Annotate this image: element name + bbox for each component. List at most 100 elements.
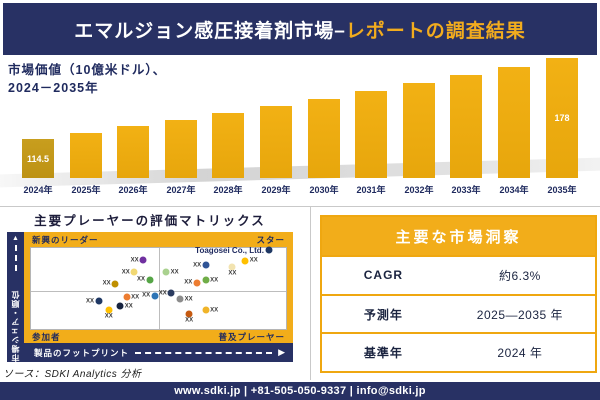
bar	[260, 106, 292, 178]
matrix-point: XX	[131, 256, 147, 264]
matrix-main: 新興のリーダー スター XX XX XX XX XX XX XX XX XX XX Toagosei…	[24, 232, 293, 362]
bar-year-label: 2031年	[356, 185, 386, 195]
bar-value-label: 178	[554, 113, 570, 123]
point-label: XX	[184, 279, 193, 286]
bar	[212, 113, 244, 178]
matrix-top-band: 新興のリーダー スター	[24, 232, 293, 247]
quadrant-label-pervasive-players: 普及プレーヤー	[218, 331, 285, 342]
point-label: XX	[170, 269, 179, 276]
bar	[117, 126, 149, 178]
matrix-x-axis: 製品のフットプリント ▶	[24, 343, 293, 362]
bar-year-label: 2033年	[451, 185, 481, 195]
insight-label: 基準年	[363, 346, 403, 361]
point-label: XX	[142, 292, 151, 299]
bar-year-label: 2025年	[71, 185, 101, 195]
matrix-bottom-band: 参加者 普及プレーヤー	[24, 330, 293, 343]
point-label: XX	[210, 307, 219, 314]
bar-year-label: 2032年	[404, 185, 434, 195]
point-label: XX	[185, 317, 194, 324]
quadrant-label-participants: 参加者	[32, 331, 61, 342]
y-axis-dashed-line	[14, 245, 17, 271]
matrix-point: XX	[176, 295, 193, 303]
point-label: XX	[137, 276, 146, 283]
bar	[165, 120, 197, 178]
matrix-point: XX	[202, 276, 218, 284]
insight-row: 予測年 2025—2035 年	[322, 293, 595, 333]
up-arrow-icon: ▲	[12, 235, 19, 242]
point-label: XX	[124, 303, 133, 310]
page-title-accent: レポートの調査結果	[345, 20, 526, 42]
matrix-point: XX	[241, 257, 258, 265]
bar-year-label: 2026年	[118, 185, 148, 195]
point-label: XX	[249, 257, 258, 264]
point-label: XX	[193, 262, 202, 268]
chart-title-line1: 市場価値（10億米ドル）、	[8, 63, 167, 77]
matrix-point: XX	[123, 293, 139, 301]
insight-value: 約6.3%	[498, 268, 541, 283]
bar	[450, 75, 482, 178]
bar: 114.5	[22, 139, 54, 178]
bar	[403, 83, 435, 178]
bar	[498, 67, 530, 178]
footer-text: www.sdki.jp | +81-505-050-9337 | info@sd…	[174, 385, 426, 397]
chart-title-line2: 2024－2035年	[8, 80, 99, 95]
chart-title: 市場価値（10億米ドル）、 2024－2035年	[8, 62, 166, 97]
bar-year-label: 2027年	[166, 185, 196, 195]
bar-year-label: 2028年	[213, 185, 243, 195]
point-label: XX	[86, 298, 95, 305]
matrix-y-axis: ▲ 市場シェア・順位	[7, 232, 24, 362]
highlight-company-label: Toagosei Co., Ltd.	[195, 245, 264, 255]
bar-year-label: 2024年	[23, 185, 53, 195]
insight-value: 2024 年	[497, 346, 543, 361]
matrix-point: XX	[103, 280, 119, 288]
bar	[70, 133, 102, 178]
matrix-point: XX	[122, 268, 138, 276]
quadrant-label-star: スター	[256, 234, 285, 245]
matrix-point: XX	[142, 292, 159, 300]
bar: 178	[546, 58, 578, 178]
bar	[355, 91, 387, 178]
matrix-x-axis-label: 製品のフットプリント	[34, 347, 130, 358]
quadrant-horizontal-line	[31, 290, 286, 292]
page-title: エマルジョン感圧接着剤市場–	[74, 20, 346, 42]
insight-row: CAGR 約6.3%	[322, 255, 595, 294]
matrix-point: XX	[202, 306, 218, 314]
matrix-y-axis-label: 市場シェア・順位	[11, 290, 20, 362]
player-evaluation-matrix: ▲ 市場シェア・順位 新興のリーダー スター XX XX XX XX XX XX XX XX X…	[7, 232, 293, 362]
matrix-point: XX	[184, 279, 201, 287]
insight-row: 基準年 2024 年	[322, 332, 595, 372]
matrix-point: Toagosei Co., Ltd.	[195, 246, 273, 255]
bar-year-label: 2029年	[261, 185, 291, 195]
point-label: XX	[184, 296, 193, 303]
point-label: XX	[158, 290, 167, 297]
matrix-point: XX	[159, 289, 175, 297]
point-label: XX	[131, 294, 140, 301]
x-axis-dashed-line	[135, 351, 273, 354]
right-arrow-icon: ▶	[278, 347, 285, 357]
matrix-title: 主要プレーヤーの評価マトリックス	[34, 214, 266, 228]
quadrant-label-emerging-leaders: 新興のリーダー	[32, 234, 99, 245]
insight-label: CAGR	[363, 268, 404, 283]
matrix-point: XX	[86, 297, 103, 305]
point-label: XX	[210, 277, 219, 284]
matrix-point: XX	[116, 302, 133, 310]
matrix-point: XX	[105, 306, 113, 319]
point-label: XX	[228, 270, 237, 277]
bar-year-label: 2034年	[499, 185, 529, 195]
bar	[308, 99, 340, 178]
title-banner: エマルジョン感圧接着剤市場– レポートの調査結果	[3, 3, 597, 55]
matrix-point: XX	[193, 261, 210, 269]
quadrant-vertical-line	[158, 248, 160, 329]
bar-value-label: 114.5	[26, 153, 50, 164]
point-label: XX	[121, 269, 130, 276]
market-insights-table: 主要な市場洞察 CAGR 約6.3% 予測年 2025—2035 年基準年 2024 年	[320, 215, 597, 373]
vertical-divider	[310, 206, 311, 380]
insights-table-header: 主要な市場洞察	[322, 217, 595, 255]
matrix-plot-area: XX XX XX XX XX XX XX XX XX XX Toagosei Co., Ltd. XX…	[30, 246, 287, 330]
matrix-point: XX	[137, 276, 154, 284]
bar-year-label: 2030年	[309, 185, 339, 195]
footer-contact-bar: www.sdki.jp | +81-505-050-9337 | info@sd…	[0, 382, 600, 400]
matrix-point: XX	[185, 310, 193, 323]
insight-value: 2025—2035 年	[476, 307, 564, 322]
